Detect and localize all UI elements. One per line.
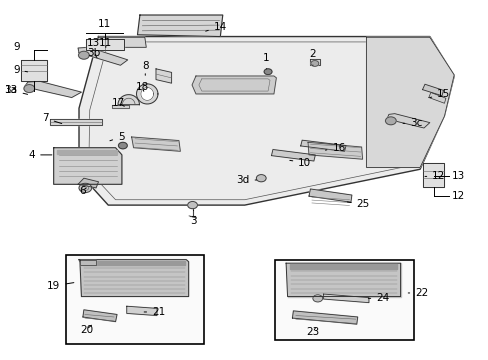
Text: 21: 21	[144, 307, 165, 317]
Text: 18: 18	[136, 82, 149, 93]
Text: 9: 9	[13, 42, 20, 52]
Polygon shape	[192, 76, 276, 94]
Polygon shape	[112, 105, 128, 108]
Polygon shape	[308, 189, 351, 202]
Text: 15: 15	[429, 89, 449, 99]
Text: 16: 16	[325, 143, 345, 153]
Polygon shape	[118, 95, 139, 105]
Polygon shape	[86, 39, 123, 50]
Text: 3d: 3d	[236, 175, 256, 185]
Text: 4: 4	[28, 150, 52, 160]
Polygon shape	[136, 84, 158, 104]
Text: 12: 12	[451, 191, 464, 201]
Polygon shape	[98, 37, 146, 47]
Polygon shape	[386, 114, 429, 128]
Text: 5: 5	[110, 132, 124, 142]
Circle shape	[312, 295, 322, 302]
Text: 13: 13	[4, 85, 18, 95]
Polygon shape	[20, 60, 47, 81]
Text: 11: 11	[99, 38, 112, 48]
Polygon shape	[50, 119, 102, 126]
Polygon shape	[24, 81, 81, 98]
Polygon shape	[79, 37, 453, 205]
Circle shape	[264, 69, 271, 75]
Polygon shape	[83, 310, 117, 321]
Polygon shape	[309, 59, 320, 64]
Text: 3: 3	[190, 211, 197, 226]
Circle shape	[79, 183, 91, 193]
Text: 19: 19	[47, 281, 74, 291]
Polygon shape	[141, 87, 153, 100]
Text: 13: 13	[451, 171, 464, 181]
Text: 3c: 3c	[402, 118, 422, 128]
Text: 7: 7	[42, 113, 61, 123]
Text: 11: 11	[98, 19, 111, 29]
Text: 14: 14	[205, 22, 226, 32]
Text: 22: 22	[407, 288, 427, 298]
Polygon shape	[271, 149, 315, 161]
Circle shape	[79, 51, 89, 59]
Text: 1: 1	[263, 53, 269, 69]
Circle shape	[187, 202, 197, 209]
Polygon shape	[422, 84, 443, 96]
Polygon shape	[289, 264, 396, 269]
FancyBboxPatch shape	[66, 255, 204, 344]
Circle shape	[256, 175, 265, 182]
Text: 12: 12	[424, 171, 445, 181]
Polygon shape	[80, 260, 96, 265]
Polygon shape	[323, 294, 368, 303]
Polygon shape	[126, 306, 157, 316]
Circle shape	[385, 117, 395, 125]
Text: 24: 24	[367, 293, 389, 303]
Text: 9: 9	[13, 64, 27, 75]
Polygon shape	[78, 178, 98, 188]
Text: 20: 20	[80, 325, 93, 334]
Text: 8: 8	[142, 61, 148, 75]
Text: 25: 25	[346, 199, 369, 210]
Circle shape	[310, 60, 318, 66]
Polygon shape	[156, 69, 171, 83]
Text: 17: 17	[111, 98, 124, 108]
Text: 13: 13	[87, 39, 100, 48]
Polygon shape	[366, 37, 453, 167]
Polygon shape	[300, 140, 346, 151]
Polygon shape	[422, 163, 444, 187]
Text: 6: 6	[79, 186, 86, 196]
Circle shape	[24, 85, 35, 93]
Polygon shape	[78, 47, 127, 65]
Polygon shape	[79, 260, 188, 297]
Polygon shape	[131, 137, 180, 151]
Polygon shape	[54, 148, 122, 184]
Polygon shape	[292, 311, 357, 324]
FancyBboxPatch shape	[275, 260, 413, 340]
Polygon shape	[57, 149, 117, 154]
Text: 3a: 3a	[4, 85, 27, 95]
Polygon shape	[83, 261, 185, 265]
Text: 23: 23	[305, 327, 319, 337]
Text: 2: 2	[309, 49, 316, 65]
Text: 10: 10	[289, 158, 311, 168]
Polygon shape	[307, 142, 362, 159]
Polygon shape	[428, 93, 445, 103]
Text: 3b: 3b	[87, 48, 100, 58]
Polygon shape	[137, 15, 223, 37]
Polygon shape	[285, 263, 400, 297]
Circle shape	[118, 142, 127, 149]
